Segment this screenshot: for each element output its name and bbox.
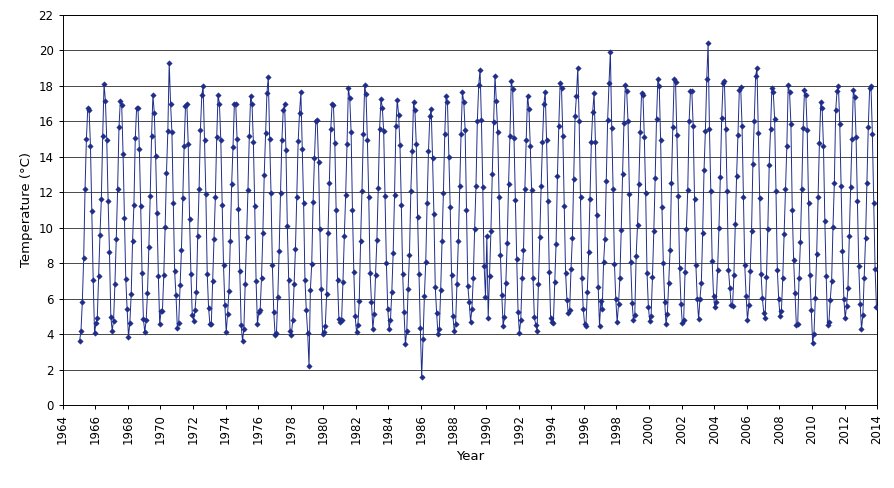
X-axis label: Year: Year xyxy=(455,449,484,463)
Y-axis label: Temperature (°C): Temperature (°C) xyxy=(20,152,33,267)
